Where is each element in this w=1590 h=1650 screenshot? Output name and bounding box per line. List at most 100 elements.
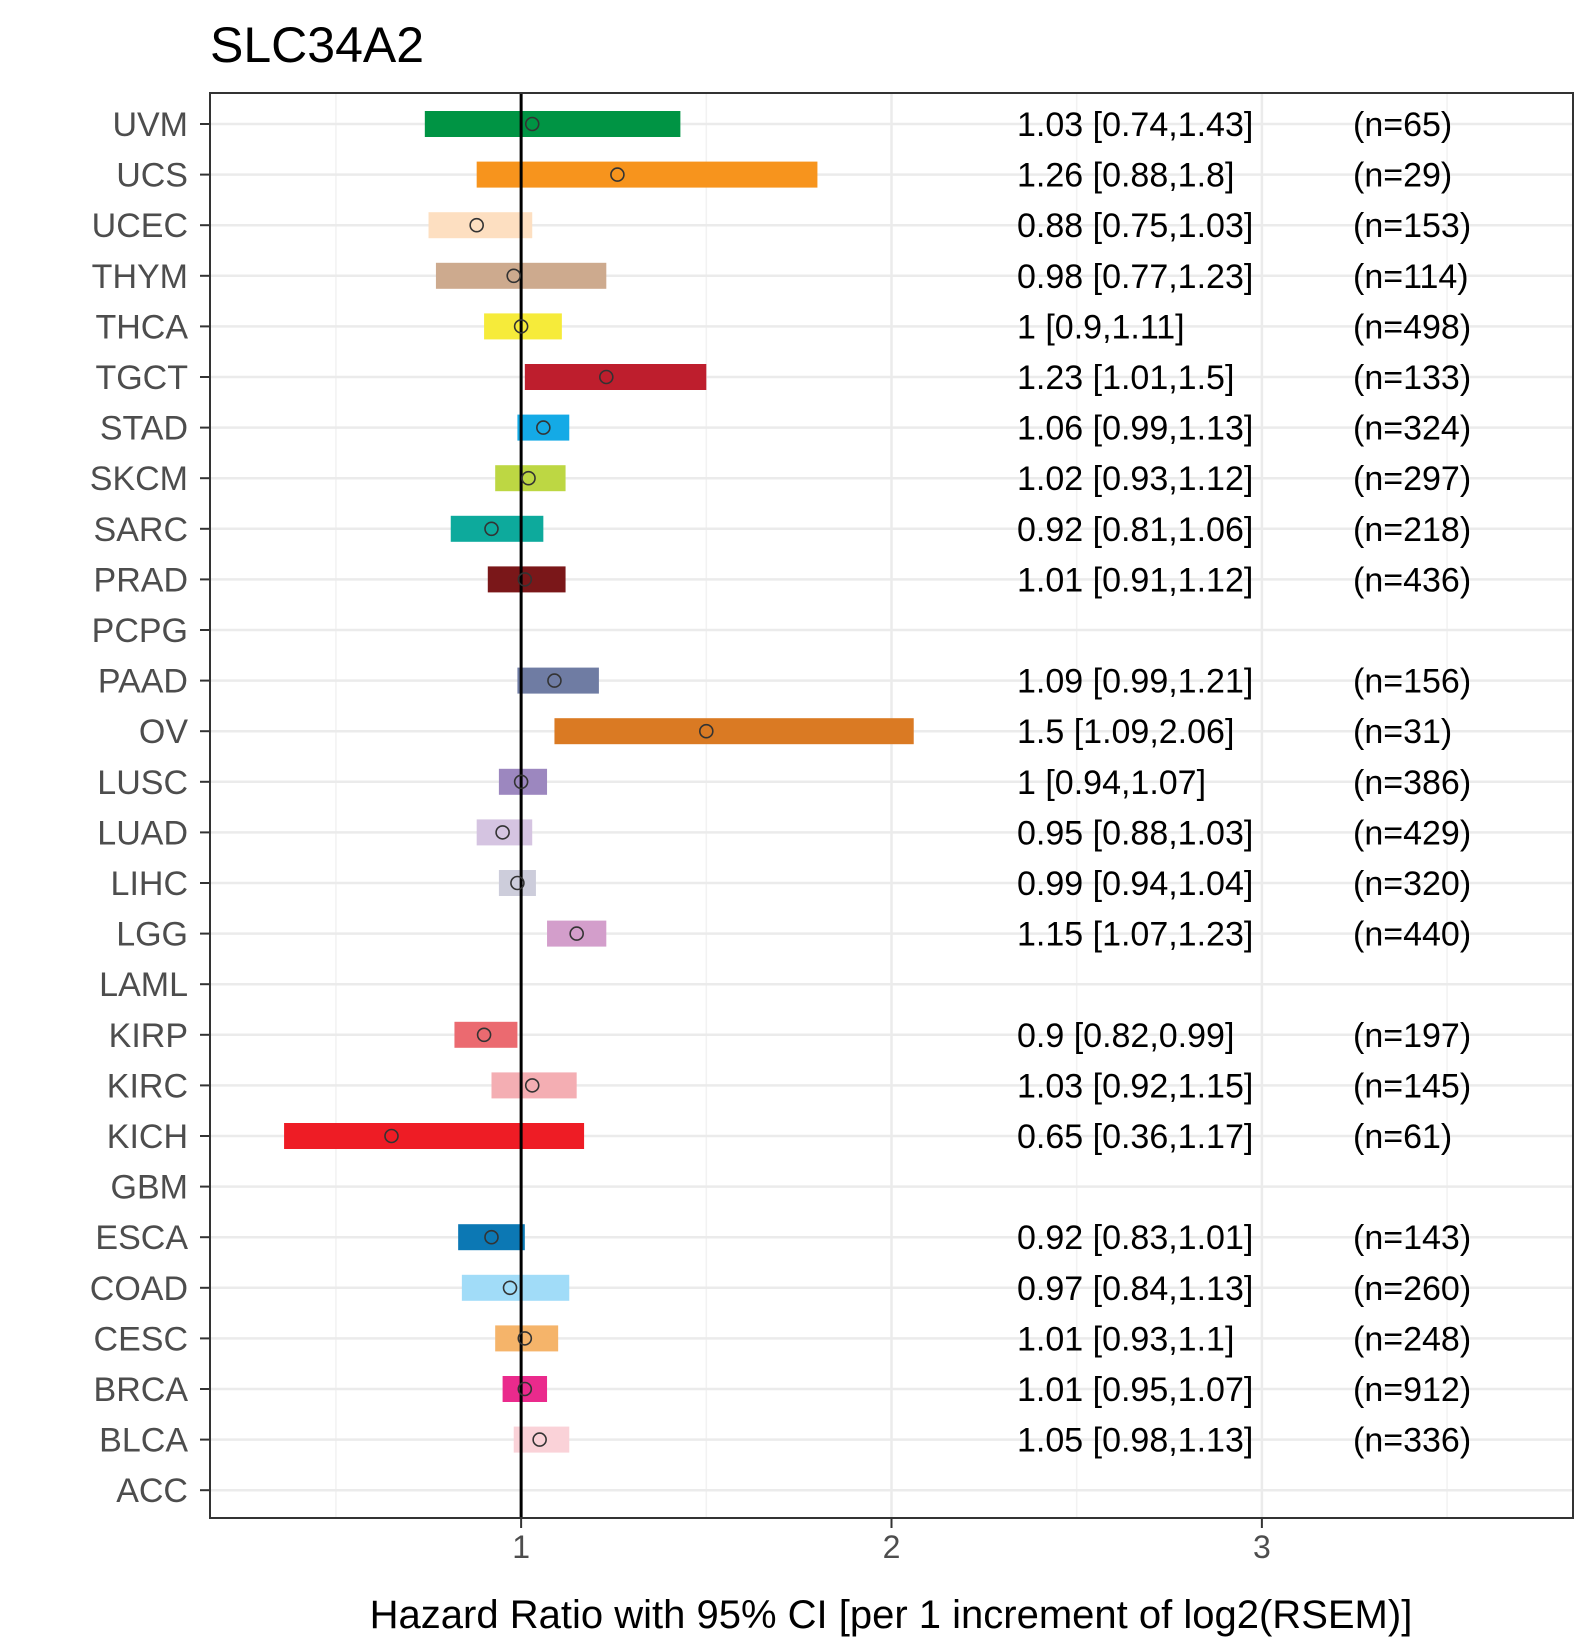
sample-size-text: (n=336)	[1353, 1422, 1471, 1460]
hr-point	[599, 369, 614, 385]
hr-ci-text: 1.09 [0.99,1.21]	[1017, 663, 1253, 701]
hr-point	[510, 875, 525, 891]
hr-point	[517, 1331, 533, 1346]
y-tick-label: PCPG	[92, 612, 188, 650]
hr-ci-text: 1.02 [0.93,1.12]	[1017, 460, 1253, 498]
y-tick-label: ACC	[116, 1472, 188, 1510]
sample-size-text: (n=248)	[1353, 1320, 1471, 1358]
hr-point	[699, 723, 714, 739]
hr-ci-text: 1.03 [0.74,1.43]	[1017, 106, 1253, 144]
sample-size-text: (n=114)	[1353, 258, 1469, 296]
y-tick-label: KICH	[107, 1118, 188, 1156]
y-tick-label: UCS	[116, 157, 188, 195]
x-tick-label: 2	[883, 1529, 901, 1565]
ci-bar	[450, 515, 544, 542]
hr-ci-text: 0.97 [0.84,1.13]	[1017, 1270, 1253, 1308]
sample-size-text: (n=143)	[1353, 1219, 1471, 1257]
y-tick-label: LUAD	[97, 814, 188, 852]
major-gridlines	[210, 93, 1573, 1518]
hr-ci-text: 0.92 [0.81,1.06]	[1017, 511, 1253, 549]
ci-bar	[495, 1325, 559, 1352]
x-tick-label: 1	[512, 1529, 530, 1565]
x-axis-ticks: 1 2 3	[512, 1518, 1271, 1565]
hr-point	[469, 217, 484, 233]
sample-size-text: (n=429)	[1353, 814, 1471, 852]
ci-bar	[513, 1426, 570, 1453]
y-tick-label: KIRC	[107, 1067, 188, 1105]
hr-ci-text: 0.99 [0.94,1.04]	[1017, 865, 1253, 903]
sample-size-text: (n=61)	[1353, 1118, 1452, 1156]
hr-point	[502, 1280, 518, 1296]
hr-point	[484, 521, 499, 537]
hr-point	[513, 319, 529, 334]
hr-ci-text: 0.65 [0.36,1.17]	[1017, 1118, 1253, 1156]
sample-size-text: (n=197)	[1353, 1017, 1471, 1055]
sample-size-text: (n=386)	[1353, 764, 1471, 802]
ci-bar	[498, 870, 536, 896]
hr-ci-text: 1.15 [1.07,1.23]	[1017, 916, 1253, 954]
y-axis-labels: UVM UCS UCEC THYM THCA TGCT STAD SKCM SARC PRAD PC…	[90, 106, 210, 1510]
hr-ci-text: 1.06 [0.99,1.13]	[1017, 410, 1253, 448]
hr-point	[495, 825, 510, 840]
y-tick-label: UCEC	[92, 207, 188, 245]
ci-bar	[424, 111, 681, 137]
ci-bar	[476, 819, 533, 846]
hr-point	[476, 1027, 492, 1043]
y-tick-label: BLCA	[99, 1422, 188, 1460]
hr-ci-text: 0.92 [0.83,1.01]	[1017, 1219, 1253, 1257]
hr-ci-text: 0.95 [0.88,1.03]	[1017, 814, 1253, 852]
hr-point	[384, 1128, 399, 1144]
ci-bar	[495, 465, 566, 492]
ci-bar	[517, 667, 599, 694]
hr-point	[569, 926, 584, 941]
hr-ci-text: 1.26 [0.88,1.8]	[1017, 157, 1234, 195]
hr-point	[513, 774, 529, 790]
hr-point	[517, 1381, 533, 1397]
sample-size-text: (n=31)	[1353, 713, 1452, 751]
hr-point	[521, 470, 536, 486]
y-tick-label: LAML	[99, 966, 188, 1004]
sample-size-text: (n=440)	[1353, 916, 1471, 954]
hr-ci-text: 1 [0.9,1.11]	[1017, 308, 1185, 346]
y-tick-label: THYM	[92, 258, 188, 296]
y-tick-label: TGCT	[95, 359, 188, 397]
sample-size-text: (n=436)	[1353, 561, 1471, 599]
y-tick-label: CESC	[94, 1320, 188, 1358]
y-tick-label: SKCM	[90, 460, 188, 498]
sample-size-text: (n=320)	[1353, 865, 1471, 903]
sample-size-text: (n=145)	[1353, 1067, 1471, 1105]
x-tick-label: 3	[1253, 1529, 1271, 1565]
ci-bar	[487, 566, 566, 593]
y-tick-label: COAD	[90, 1270, 188, 1308]
y-tick-label: PRAD	[94, 561, 188, 599]
hr-ci-text: 0.98 [0.77,1.23]	[1017, 258, 1253, 296]
hr-point	[517, 572, 533, 587]
ci-bar	[454, 1021, 518, 1048]
sample-size-text: (n=65)	[1353, 106, 1452, 144]
y-tick-label: LIHC	[111, 865, 188, 903]
y-tick-label: BRCA	[94, 1371, 189, 1409]
y-tick-label: PAAD	[98, 663, 188, 701]
ci-bar	[461, 1274, 570, 1301]
ci-bars	[284, 111, 914, 1453]
minor-gridlines	[335, 93, 1448, 1518]
sample-size-text: (n=156)	[1353, 663, 1471, 701]
hr-ci-text: 1.03 [0.92,1.15]	[1017, 1067, 1253, 1105]
y-tick-label: ESCA	[95, 1219, 188, 1257]
hr-ci-text: 1.5 [1.09,2.06]	[1017, 713, 1234, 751]
ci-bar	[524, 364, 707, 390]
hr-ci-text: 0.88 [0.75,1.03]	[1017, 207, 1253, 245]
ci-bar	[428, 212, 533, 239]
y-tick-label: THCA	[95, 308, 188, 346]
hr-ci-text: 1.01 [0.93,1.1]	[1017, 1320, 1234, 1358]
hr-ci-text: 1.01 [0.95,1.07]	[1017, 1371, 1253, 1409]
hr-point	[484, 1229, 499, 1245]
y-tick-label: LGG	[116, 916, 188, 954]
hr-ci-text: 1.05 [0.98,1.13]	[1017, 1422, 1253, 1460]
hr-point	[506, 268, 522, 284]
sample-size-text: (n=324)	[1353, 410, 1471, 448]
sample-size-text: (n=912)	[1353, 1371, 1471, 1409]
hr-point	[524, 1078, 540, 1093]
hr-ci-text: 1.01 [0.91,1.12]	[1017, 561, 1253, 599]
